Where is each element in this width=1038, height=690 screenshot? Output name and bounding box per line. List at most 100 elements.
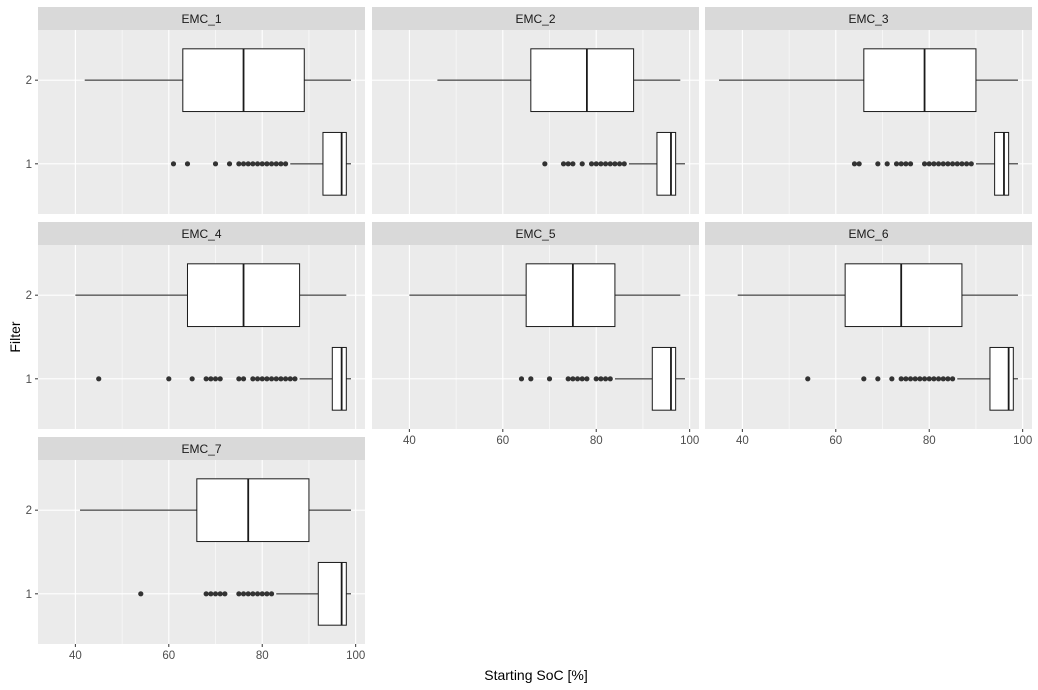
outlier-point xyxy=(212,376,219,382)
outlier-point xyxy=(949,376,956,382)
outlier-point xyxy=(264,591,270,597)
outlier-point xyxy=(245,161,251,167)
outlier-point xyxy=(278,161,284,167)
outlier-point xyxy=(940,161,946,167)
outlier-point xyxy=(598,161,604,167)
box-iqr xyxy=(651,346,677,411)
outlier-point xyxy=(245,591,251,597)
outlier-point xyxy=(935,376,942,382)
outlier-point xyxy=(166,376,172,382)
facet-strip-label: EMC_4 xyxy=(181,227,221,241)
facet-panel-emc-1: EMC_1 1 2 xyxy=(26,7,365,214)
x-tick-label: 40 xyxy=(736,435,749,447)
outlier-point xyxy=(217,376,223,382)
box-iqr xyxy=(844,263,963,328)
outlier-point xyxy=(949,161,956,167)
outlier-point xyxy=(889,376,895,382)
boxplot-filter-1 xyxy=(805,346,1018,411)
outlier-point xyxy=(254,161,261,167)
facet-strip-label: EMC_2 xyxy=(515,12,555,26)
outlier-point xyxy=(287,376,293,382)
outlier-point xyxy=(588,161,595,167)
outlier-point xyxy=(893,161,900,167)
x-axis-title: Starting SoC [%] xyxy=(484,667,588,683)
outlier-point xyxy=(240,591,247,597)
outlier-point xyxy=(217,591,223,597)
box-iqr xyxy=(863,48,977,113)
outlier-point xyxy=(250,161,256,167)
facet-strip-label: EMC_6 xyxy=(848,227,888,241)
facet-strip xyxy=(372,7,699,30)
facet-strip xyxy=(38,7,365,30)
outlier-point xyxy=(546,376,553,382)
outlier-point xyxy=(917,376,923,382)
outlier-point xyxy=(189,376,195,382)
outlier-point xyxy=(96,376,102,382)
outlier-point xyxy=(884,161,890,167)
box-iqr xyxy=(656,131,677,196)
x-tick-label: 60 xyxy=(162,650,175,662)
boxplot-filter-2 xyxy=(737,263,1018,328)
outlier-point xyxy=(236,591,242,597)
outlier-point xyxy=(607,161,613,167)
outlier-point xyxy=(579,161,585,167)
outlier-point xyxy=(212,591,219,597)
outlier-point xyxy=(222,591,228,597)
boxplot-filter-1 xyxy=(851,131,1018,196)
outlier-point xyxy=(518,376,525,382)
outlier-point xyxy=(964,161,970,167)
outlier-point xyxy=(959,161,965,167)
outlier-point xyxy=(273,161,279,167)
outlier-point xyxy=(593,376,599,382)
y-tick-label: 1 xyxy=(26,159,32,171)
y-tick-label: 1 xyxy=(26,589,32,601)
outlier-point xyxy=(621,161,627,167)
box-iqr xyxy=(530,48,635,113)
x-tick-label: 80 xyxy=(590,435,603,447)
x-tick-label: 40 xyxy=(403,435,416,447)
outlier-point xyxy=(240,376,247,382)
outlier-point xyxy=(254,376,261,382)
outlier-point xyxy=(565,376,571,382)
x-tick-label: 80 xyxy=(256,650,269,662)
outlier-point xyxy=(602,161,609,167)
outlier-point xyxy=(856,161,862,167)
outlier-point xyxy=(570,376,576,382)
outlier-point xyxy=(212,161,219,167)
outlier-point xyxy=(607,376,613,382)
outlier-point xyxy=(208,376,214,382)
outlier-point xyxy=(236,376,242,382)
outlier-point xyxy=(203,591,209,597)
outlier-point xyxy=(226,161,233,167)
outlier-point xyxy=(138,591,144,597)
boxplot-filter-1 xyxy=(96,346,351,411)
outlier-point xyxy=(851,161,858,167)
boxplot-filter-1 xyxy=(138,561,351,626)
x-tick-label: 100 xyxy=(346,650,365,662)
box-iqr xyxy=(331,346,347,411)
outlier-point xyxy=(926,376,932,382)
outlier-point xyxy=(250,376,256,382)
x-tick-label: 80 xyxy=(923,435,936,447)
x-tick-label: 40 xyxy=(69,650,82,662)
outlier-point xyxy=(968,161,974,167)
outlier-point xyxy=(903,161,909,167)
boxplot-filter-2 xyxy=(75,263,347,328)
outlier-point xyxy=(875,376,881,382)
outlier-point xyxy=(184,161,191,167)
outlier-point xyxy=(278,376,284,382)
outlier-point xyxy=(264,161,270,167)
outlier-point xyxy=(898,376,904,382)
outlier-point xyxy=(598,376,604,382)
outlier-point xyxy=(805,376,811,382)
outlier-point xyxy=(259,161,265,167)
y-tick-label: 2 xyxy=(26,75,32,87)
outlier-point xyxy=(945,161,951,167)
facet-strip xyxy=(705,7,1032,30)
outlier-point xyxy=(282,376,289,382)
outlier-point xyxy=(616,161,623,167)
outlier-point xyxy=(268,161,275,167)
facet-strip xyxy=(372,222,699,245)
outlier-point xyxy=(945,376,951,382)
outlier-point xyxy=(931,161,937,167)
